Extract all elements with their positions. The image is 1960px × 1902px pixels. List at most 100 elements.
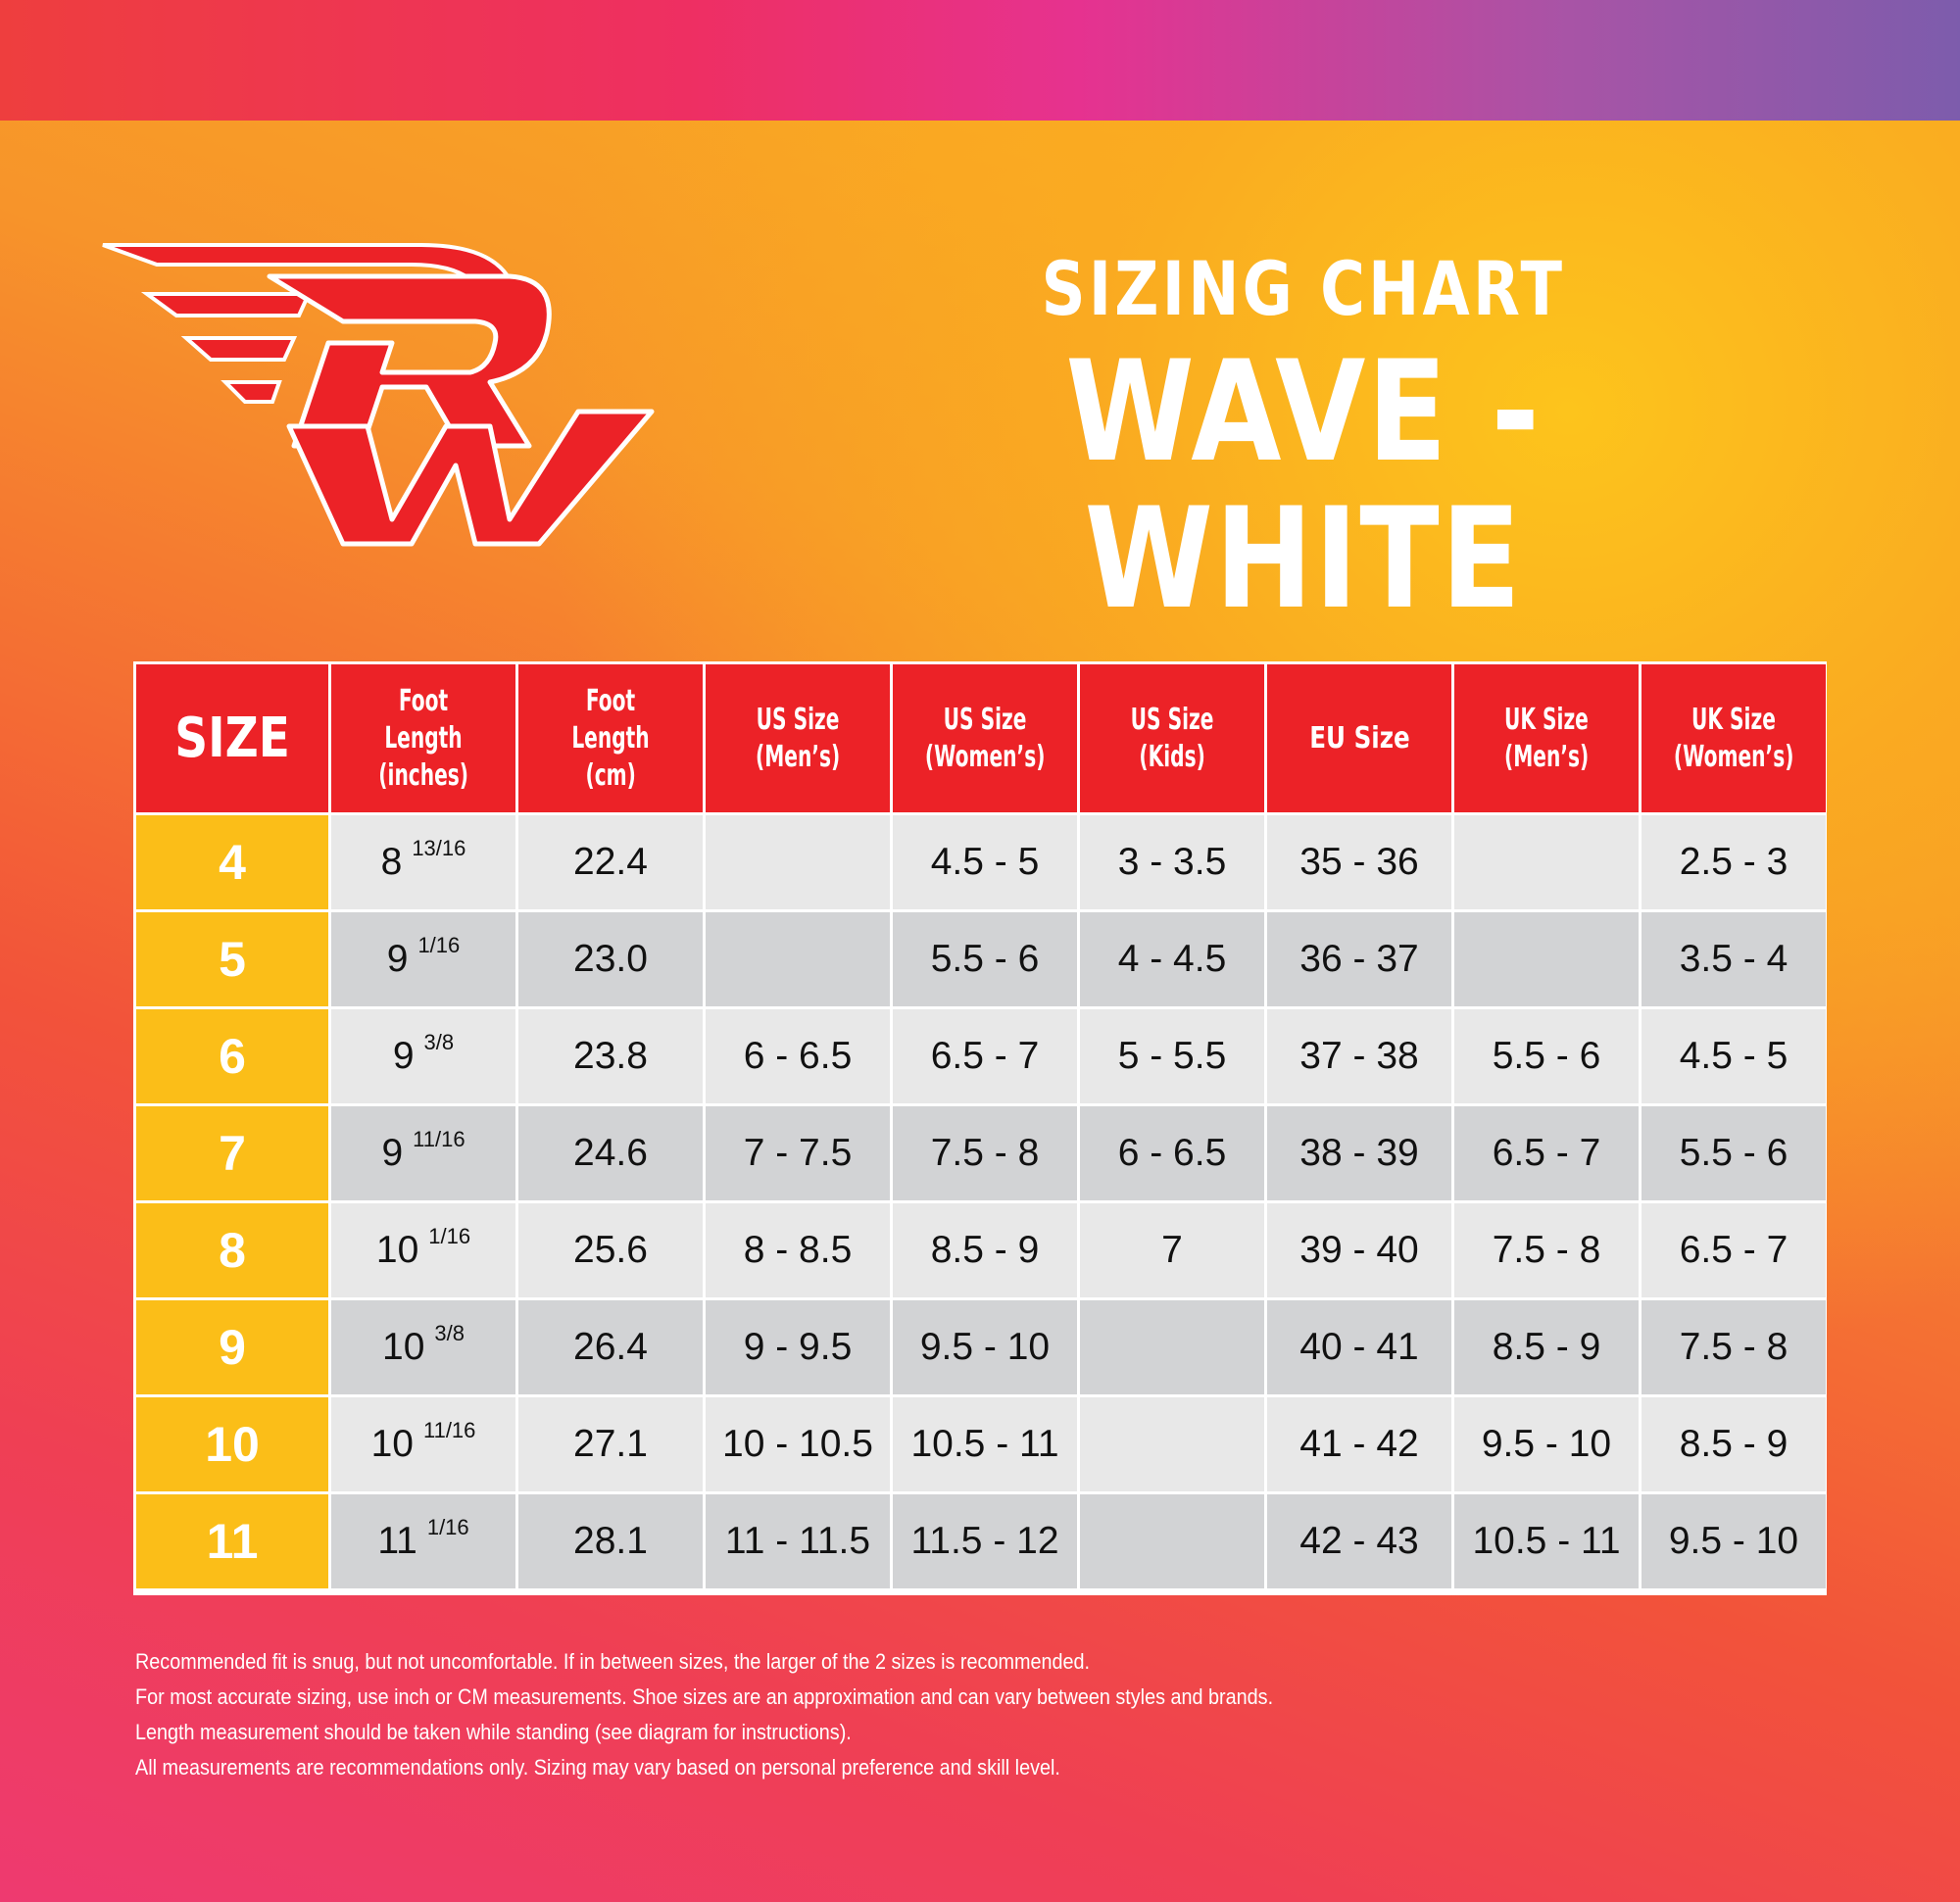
col-header-label: US Size [943,702,1027,737]
col-header-foot-length-cm: Foot Length (cm) [518,664,703,812]
us-mens-cell: 11 - 11.5 [706,1494,890,1588]
us-kids-cell [1080,1494,1264,1588]
inch-whole: 10 [375,1229,419,1271]
footnote: Recommended fit is snug, but not uncomfo… [135,1649,1091,1674]
us-kids-cell: 5 - 5.5 [1080,1009,1264,1103]
inch-whole: 10 [382,1326,425,1368]
inch-whole: 9 [381,1132,404,1174]
us-mens-cell: 7 - 7.5 [706,1106,890,1200]
size-cell: 6 [136,1009,328,1103]
uk-womens-cell: 3.5 - 4 [1642,912,1826,1006]
us-kids-cell [1080,1300,1264,1394]
us-mens-cell: 6 - 6.5 [706,1009,890,1103]
foot-length-inches-cell: 10 11/16 [331,1397,515,1491]
inch-fraction: 11/16 [422,1418,476,1442]
us-mens-cell: 8 - 8.5 [706,1203,890,1297]
inch-whole: 9 [386,938,409,980]
inch-whole: 11 [377,1520,417,1562]
foot-length-cm-cell: 26.4 [518,1300,703,1394]
size-cell: 10 [136,1397,328,1491]
title-block: SIZING CHART WAVE - WHITE [862,245,1744,633]
inch-whole: 8 [380,841,403,883]
foot-length-cm-cell: 23.0 [518,912,703,1006]
uk-womens-cell: 4.5 - 5 [1642,1009,1826,1103]
eu-cell: 40 - 41 [1267,1300,1451,1394]
col-header-sublabel: (Women’s) [924,739,1046,774]
eu-cell: 41 - 42 [1267,1397,1451,1491]
footnote: For most accurate sizing, use inch or CM… [135,1684,1274,1709]
size-cell: 8 [136,1203,328,1297]
col-header-uk-mens: UK Size (Men’s) [1454,664,1639,812]
col-header-label: SIZE [174,706,290,770]
eu-cell: 35 - 36 [1267,815,1451,909]
eu-cell: 42 - 43 [1267,1494,1451,1588]
col-header-label: UK Size [1504,702,1589,737]
col-header-label: EU Size [1308,720,1410,756]
col-header-size: SIZE [136,664,328,812]
size-cell: 4 [136,815,328,909]
col-header-foot-length-inches: Foot Length (inches) [331,664,515,812]
foot-length-inches-cell: 9 1/16 [331,912,515,1006]
col-header-label: Foot Length [571,683,650,756]
us-mens-cell: 9 - 9.5 [706,1300,890,1394]
inch-fraction: 3/8 [423,1030,455,1054]
footnotes: Recommended fit is snug, but not uncomfo… [135,1644,1399,1785]
col-header-sublabel: (cm) [585,757,636,793]
size-cell: 5 [136,912,328,1006]
us-kids-cell: 4 - 4.5 [1080,912,1264,1006]
us-kids-cell: 6 - 6.5 [1080,1106,1264,1200]
foot-length-cm-cell: 24.6 [518,1106,703,1200]
uk-womens-cell: 8.5 - 9 [1642,1397,1826,1491]
inch-whole: 9 [392,1035,415,1077]
size-cell: 7 [136,1106,328,1200]
us-mens-cell: 10 - 10.5 [706,1397,890,1491]
top-gradient-bar [0,0,1960,121]
foot-length-inches-cell: 8 13/16 [331,815,515,909]
size-cell: 11 [136,1494,328,1588]
col-header-sublabel: (Men’s) [1503,739,1590,774]
foot-length-inches-cell: 11 1/16 [331,1494,515,1588]
uk-womens-cell: 7.5 - 8 [1642,1300,1826,1394]
col-header-us-womens: US Size (Women’s) [893,664,1077,812]
foot-length-cm-cell: 22.4 [518,815,703,909]
size-cell: 9 [136,1300,328,1394]
uk-mens-cell [1454,912,1639,1006]
chart-title: SIZING CHART [1041,245,1566,332]
footnote: Length measurement should be taken while… [135,1720,852,1744]
us-womens-cell: 6.5 - 7 [893,1009,1077,1103]
uk-womens-cell: 6.5 - 7 [1642,1203,1826,1297]
foot-length-inches-cell: 9 3/8 [331,1009,515,1103]
us-mens-cell [706,815,890,909]
uk-womens-cell: 9.5 - 10 [1642,1494,1826,1588]
product-title: WAVE - WHITE [1065,331,1542,640]
brand-logo-icon [102,243,655,547]
eu-cell: 36 - 37 [1267,912,1451,1006]
col-header-us-kids: US Size (Kids) [1080,664,1264,812]
inch-fraction: 11/16 [413,1127,466,1151]
eu-cell: 39 - 40 [1267,1203,1451,1297]
col-header-label: Foot Length [384,683,463,756]
col-header-sublabel: (inches) [378,757,468,793]
foot-length-inches-cell: 10 3/8 [331,1300,515,1394]
inch-fraction: 1/16 [428,1224,471,1248]
uk-mens-cell: 5.5 - 6 [1454,1009,1639,1103]
us-womens-cell: 7.5 - 8 [893,1106,1077,1200]
footnote: All measurements are recommendations onl… [135,1755,1060,1780]
foot-length-cm-cell: 28.1 [518,1494,703,1588]
inch-fraction: 3/8 [434,1321,465,1345]
us-womens-cell: 9.5 - 10 [893,1300,1077,1394]
col-header-sublabel: (Kids) [1139,739,1205,774]
inch-whole: 10 [370,1423,414,1465]
us-womens-cell: 8.5 - 9 [893,1203,1077,1297]
col-header-sublabel: (Women’s) [1673,739,1794,774]
uk-mens-cell: 9.5 - 10 [1454,1397,1639,1491]
foot-length-inches-cell: 9 11/16 [331,1106,515,1200]
sizing-table: SIZE Foot Length (inches) Foot Length (cm)… [133,661,1827,1595]
uk-mens-cell: 7.5 - 8 [1454,1203,1639,1297]
col-header-eu: EU Size [1267,664,1451,812]
foot-length-cm-cell: 23.8 [518,1009,703,1103]
col-header-label: US Size [756,702,840,737]
col-header-label: UK Size [1691,702,1776,737]
us-womens-cell: 10.5 - 11 [893,1397,1077,1491]
us-womens-cell: 5.5 - 6 [893,912,1077,1006]
